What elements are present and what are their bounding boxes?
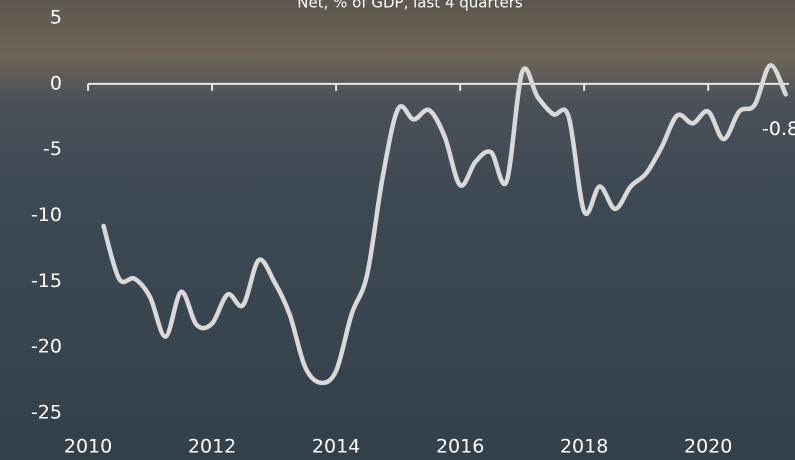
x-tick-label: 2018 xyxy=(560,436,608,458)
y-tick-label: -25 xyxy=(31,402,62,424)
y-tick-label: 0 xyxy=(50,72,62,94)
y-tick-label: -15 xyxy=(31,270,62,292)
background xyxy=(0,0,795,460)
x-tick-label: 2012 xyxy=(188,436,236,458)
page: {"chart_data": { "type": "line", "subtit… xyxy=(0,0,795,460)
y-tick-label: -10 xyxy=(31,204,62,226)
chart-subtitle: Net, % of GDP, last 4 quarters xyxy=(297,0,523,12)
y-tick-label: -20 xyxy=(31,336,62,358)
value-annotation: -0.8 xyxy=(762,118,795,140)
y-tick-label: 5 xyxy=(50,7,62,29)
x-tick-label: 2020 xyxy=(684,436,732,458)
x-tick-label: 2014 xyxy=(312,436,360,458)
y-tick-label: -5 xyxy=(43,138,62,160)
x-tick-label: 2010 xyxy=(64,436,112,458)
x-tick-label: 2016 xyxy=(436,436,484,458)
chart: Net, % of GDP, last 4 quarters 5 0 -5 -10 -1… xyxy=(0,0,795,460)
